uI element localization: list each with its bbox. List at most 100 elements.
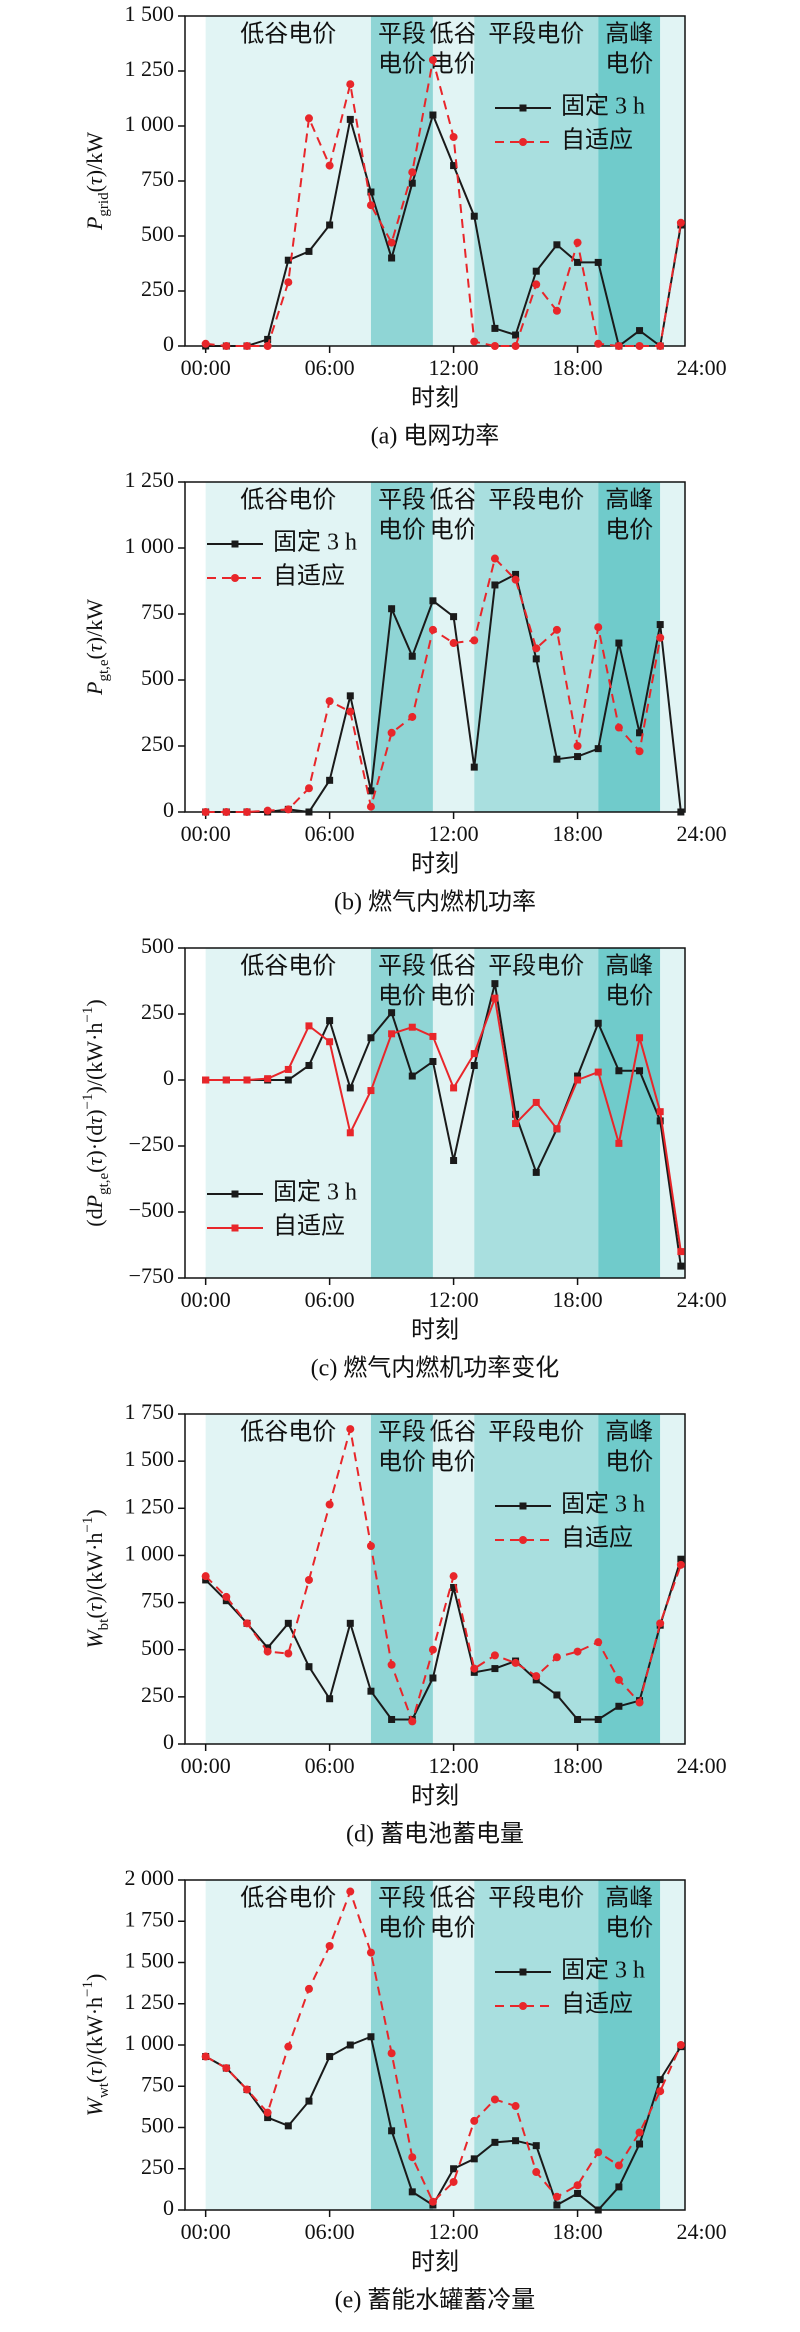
- legend-marker: [231, 540, 239, 548]
- marker: [284, 2042, 293, 2051]
- marker: [408, 1072, 416, 1080]
- marker: [491, 2138, 499, 2146]
- period-band: [205, 16, 371, 346]
- marker: [408, 652, 416, 660]
- marker: [284, 1076, 292, 1084]
- marker: [325, 161, 334, 170]
- period-label: 平段: [378, 21, 426, 48]
- marker: [656, 1108, 664, 1116]
- marker: [388, 254, 396, 262]
- x-tick-label: 24:00: [676, 1753, 726, 1778]
- period-label: 高峰: [605, 1885, 653, 1912]
- y-tick-label: 0: [163, 797, 174, 822]
- marker: [594, 1715, 602, 1723]
- legend-label: 固定 3 h: [561, 1957, 645, 1984]
- marker: [263, 806, 272, 815]
- x-tick-label: 06:00: [305, 1287, 355, 1312]
- marker: [201, 2052, 210, 2061]
- marker: [573, 238, 582, 247]
- y-axis-label-part: ): [82, 1109, 107, 1116]
- marker: [676, 1560, 685, 1569]
- marker: [594, 258, 602, 266]
- marker: [532, 644, 541, 653]
- marker: [470, 337, 479, 346]
- y-axis-label-part: )·(d: [82, 1125, 107, 1158]
- period-label: 低谷: [430, 487, 478, 514]
- period-band: [205, 1414, 371, 1744]
- marker: [552, 1653, 561, 1662]
- marker: [428, 1645, 437, 1654]
- marker: [532, 1168, 540, 1176]
- y-tick-label: 1 250: [125, 1493, 175, 1518]
- marker: [429, 1674, 437, 1682]
- marker: [346, 692, 354, 700]
- marker: [532, 1672, 541, 1681]
- x-tick-label: 06:00: [305, 1753, 355, 1778]
- marker: [636, 1034, 644, 1042]
- marker: [388, 605, 396, 613]
- legend-label: 自适应: [273, 563, 345, 590]
- marker: [263, 2108, 272, 2117]
- period-label: 电价: [378, 1915, 426, 1942]
- marker: [656, 1117, 664, 1125]
- legend-marker: [231, 1224, 239, 1232]
- x-tick-label: 00:00: [181, 821, 231, 846]
- y-tick-label: 750: [141, 2071, 174, 2096]
- period-band: [660, 16, 685, 346]
- marker: [491, 1665, 499, 1673]
- period-label: 电价: [605, 983, 653, 1010]
- legend-marker: [231, 1190, 239, 1198]
- y-axis-label-part: (d: [82, 1208, 107, 1226]
- marker: [553, 755, 561, 763]
- marker: [511, 575, 520, 584]
- marker: [594, 1638, 603, 1647]
- x-tick-label: 12:00: [429, 821, 479, 846]
- caption: (b) 燃气内燃机功率: [334, 889, 536, 916]
- marker: [346, 1084, 354, 1092]
- marker: [367, 787, 375, 795]
- marker: [305, 1061, 313, 1069]
- marker: [614, 723, 623, 732]
- marker: [408, 2153, 417, 2162]
- y-tick-label: 0: [163, 1729, 174, 1754]
- marker: [656, 1619, 665, 1628]
- y-tick-label: 250: [141, 731, 174, 756]
- marker: [614, 1675, 623, 1684]
- y-tick-label: 250: [141, 1682, 174, 1707]
- y-axis-label-part: )/kW: [82, 599, 107, 644]
- y-axis-label: Wbt(τ)/(kW·h−1): [80, 1509, 112, 1648]
- period-label: 低谷电价: [240, 953, 336, 980]
- period-label: 平段电价: [488, 1885, 584, 1912]
- marker: [656, 621, 664, 629]
- period-label: 电价: [430, 983, 478, 1010]
- period-band: [370, 948, 433, 1278]
- marker: [470, 2155, 478, 2163]
- marker: [573, 742, 582, 750]
- x-tick-label: 24:00: [676, 1287, 726, 1312]
- y-tick-label: 1 000: [125, 533, 175, 558]
- y-tick-label: 1 000: [125, 2030, 175, 2055]
- marker: [614, 342, 623, 350]
- period-label: 平段: [378, 1885, 426, 1912]
- marker: [574, 1072, 582, 1080]
- period-band: [660, 1414, 685, 1744]
- marker: [222, 2064, 231, 2073]
- caption: (d) 蓄电池蓄电量: [346, 1821, 524, 1848]
- marker: [450, 2165, 458, 2173]
- marker: [408, 168, 417, 177]
- legend-marker: [519, 1968, 527, 1976]
- period-label: 电价: [378, 517, 426, 544]
- marker: [450, 1583, 458, 1591]
- period-label: 电价: [378, 1449, 426, 1476]
- period-label: 电价: [378, 983, 426, 1010]
- marker: [615, 1067, 623, 1075]
- plot-frame: [184, 481, 686, 813]
- period-label: 电价: [378, 51, 426, 78]
- marker: [573, 1647, 582, 1656]
- period-band: [370, 482, 433, 812]
- marker: [512, 331, 520, 339]
- marker: [450, 613, 458, 621]
- marker: [304, 784, 313, 793]
- marker: [284, 1619, 292, 1627]
- y-axis-label-part: −1: [80, 1981, 96, 1997]
